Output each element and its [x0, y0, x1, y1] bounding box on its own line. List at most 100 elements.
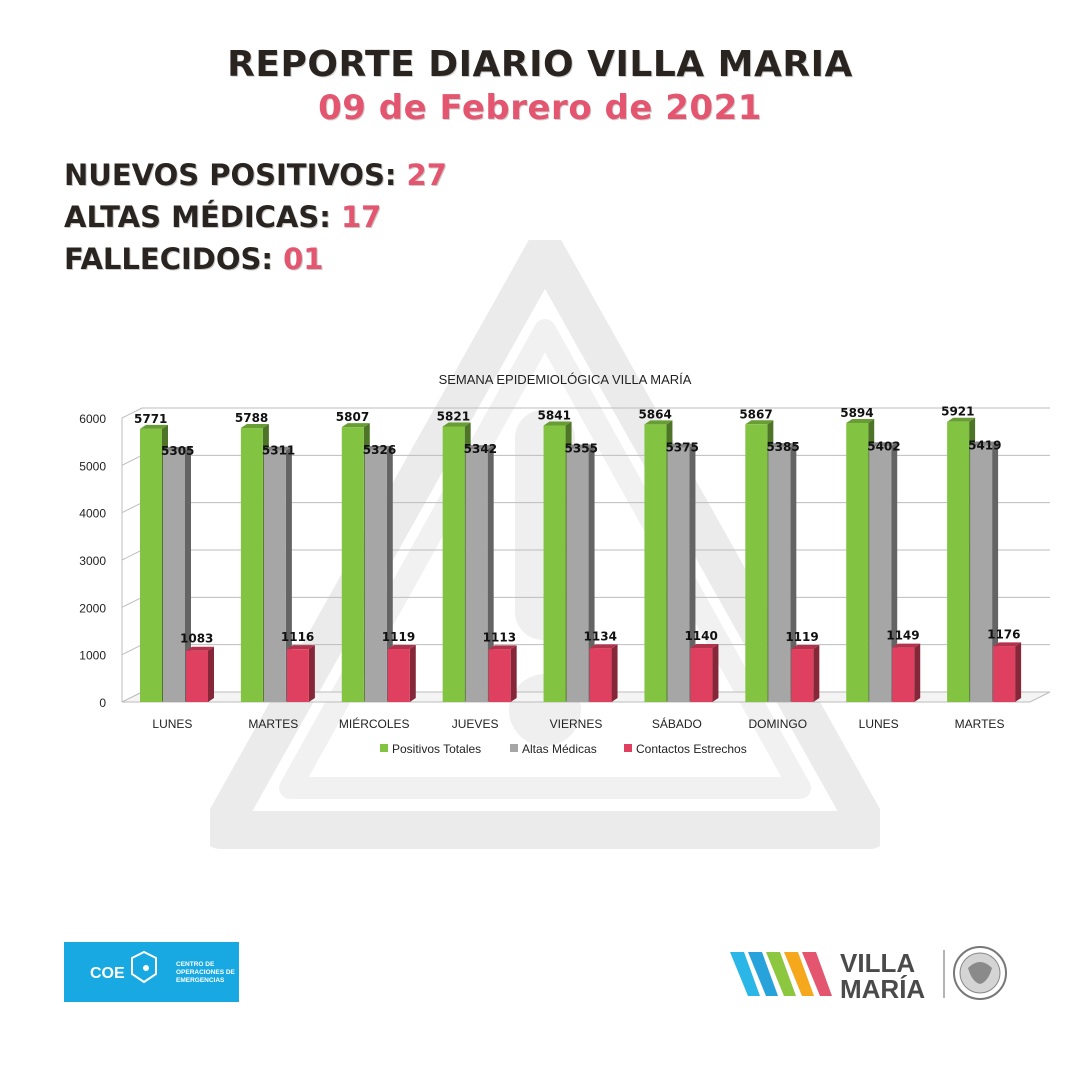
stat-label: ALTAS MÉDICAS:: [64, 200, 331, 234]
legend-label: Positivos Totales: [392, 742, 481, 756]
stat-label: FALLECIDOS:: [64, 242, 273, 276]
bar-front: [263, 450, 286, 702]
bar-side: [588, 444, 595, 702]
report-date: 09 de Febrero de 2021: [318, 88, 762, 128]
bar-top: [263, 446, 292, 451]
data-label: 5419: [968, 439, 1001, 453]
stat-value: 01: [283, 242, 324, 276]
bar-side: [689, 443, 696, 702]
data-label: 5375: [665, 441, 698, 455]
bar: [186, 646, 214, 702]
bar-front: [186, 650, 208, 702]
bar-top: [768, 443, 797, 448]
bar-front: [140, 428, 162, 702]
bar-top: [341, 423, 370, 428]
bar-top: [869, 442, 898, 447]
bar-side: [813, 645, 820, 702]
legend-label: Altas Médicas: [522, 742, 597, 756]
bar: [768, 443, 797, 702]
bar-side: [914, 643, 921, 702]
bar: [993, 642, 1022, 702]
bar: [364, 445, 393, 702]
x-tick-label: VIERNES: [550, 717, 603, 731]
data-label: 5305: [161, 444, 194, 458]
data-labels: 5771 5305 1083 5788 5311 1116 5807 5326 1119 5821…: [134, 405, 1021, 646]
bar-front: [566, 448, 589, 702]
stat-nuevos-positivos: NUEVOS POSITIVOS: 27: [64, 158, 447, 192]
bar-front: [442, 426, 465, 702]
data-label: 5921: [941, 405, 974, 419]
bar-front: [286, 649, 309, 702]
data-label: 5385: [766, 440, 799, 454]
x-tick-label: JUEVES: [452, 717, 499, 731]
coe-acronym: COE: [90, 965, 125, 982]
bar: [667, 443, 696, 702]
bar-side: [487, 445, 494, 702]
bar-top: [442, 422, 471, 427]
x-tick-label: DOMINGO: [748, 717, 807, 731]
coe-text-line: CENTRO DE: [176, 961, 215, 968]
legend-swatch: [624, 744, 632, 752]
bar-front: [644, 424, 667, 702]
stat-value: 27: [406, 158, 447, 192]
bar-top: [186, 646, 214, 651]
y-tick-label: 1000: [79, 649, 106, 663]
gridline-depth: [121, 596, 143, 608]
data-label: 5355: [565, 442, 598, 456]
y-tick-label: 6000: [79, 412, 106, 426]
chart-legend: Positivos Totales Altas Médicas Contactos …: [380, 742, 747, 756]
bar-top: [364, 445, 393, 450]
bar-top: [993, 642, 1022, 647]
data-label: 5894: [840, 406, 873, 420]
bar-top: [240, 424, 269, 429]
data-label: 1119: [785, 630, 818, 644]
bar-front: [745, 424, 768, 702]
stat-altas-medicas: ALTAS MÉDICAS: 17: [64, 200, 381, 234]
x-tick-label: SÁBADO: [652, 716, 702, 731]
bar-side: [611, 644, 618, 702]
bar-side: [712, 644, 719, 702]
data-label: 1113: [483, 630, 516, 644]
bar: [163, 446, 191, 702]
bar-side: [208, 646, 214, 702]
data-label: 5342: [464, 442, 497, 456]
data-label: 1116: [281, 630, 314, 644]
bar-front: [869, 446, 892, 702]
stat-label: NUEVOS POSITIVOS:: [64, 158, 397, 192]
bar: [387, 645, 416, 702]
coe-text-line: EMERGENCIAS: [176, 977, 225, 984]
chart: SEMANA EPIDEMIOLÓGICA VILLA MARÍA 0 1000 2…: [79, 372, 1051, 756]
legend-swatch: [510, 744, 518, 752]
bar-top: [488, 645, 517, 650]
report-title: REPORTE DIARIO VILLA MARIA: [227, 44, 853, 85]
bar-front: [768, 447, 791, 702]
data-label: 1140: [684, 629, 717, 643]
city-seal-icon: [953, 946, 1007, 1000]
bar-top: [566, 444, 595, 449]
bar-front: [892, 647, 915, 702]
stat-fallecidos: FALLECIDOS: 01: [64, 242, 323, 276]
bar-side: [409, 645, 416, 702]
data-label: 5807: [336, 410, 369, 424]
bar-front: [543, 425, 566, 702]
bar-front: [589, 648, 612, 702]
gridline-depth: [121, 644, 143, 656]
bar-front: [667, 447, 690, 702]
x-axis: LUNES MARTES MIÉRCOLES JUEVES VIERNES SÁBADO D…: [152, 716, 1004, 731]
villa-maria-logo: VILLA MARÍA: [730, 940, 1020, 1006]
bar-top: [387, 645, 416, 650]
bar-top: [667, 443, 696, 448]
bar: [566, 444, 595, 702]
bar-top: [970, 441, 999, 446]
data-label: 5821: [437, 409, 470, 423]
gridline-depth: [121, 407, 143, 419]
gridline-depth: [121, 549, 143, 561]
bar-side: [185, 446, 191, 702]
bar-top: [140, 424, 168, 429]
legend-label: Contactos Estrechos: [636, 742, 747, 756]
city-name-line2: MARÍA: [840, 974, 925, 1004]
bar-top: [465, 445, 494, 450]
data-label: 1119: [382, 630, 415, 644]
chart-bars: [140, 417, 1022, 702]
bar-side: [510, 645, 517, 702]
